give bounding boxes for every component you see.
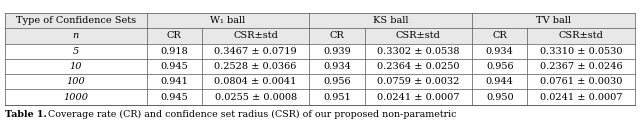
Text: 0.945: 0.945 xyxy=(161,62,188,71)
Text: 0.2367 ± 0.0246: 0.2367 ± 0.0246 xyxy=(540,62,623,71)
Bar xyxy=(5,28,635,44)
Text: Coverage rate (CR) and confidence set radius (CSR) of our proposed non-parametri: Coverage rate (CR) and confidence set ra… xyxy=(42,110,456,119)
Text: Table 1.: Table 1. xyxy=(5,110,47,119)
Text: CR: CR xyxy=(492,31,507,40)
Text: 10: 10 xyxy=(70,62,82,71)
Text: 0.0241 ± 0.0007: 0.0241 ± 0.0007 xyxy=(377,93,460,102)
Text: CSR±std: CSR±std xyxy=(233,31,278,40)
Text: 0.0241 ± 0.0007: 0.0241 ± 0.0007 xyxy=(540,93,622,102)
Text: 0.0759 ± 0.0032: 0.0759 ± 0.0032 xyxy=(377,77,460,86)
Text: 0.918: 0.918 xyxy=(161,47,188,56)
Text: 0.951: 0.951 xyxy=(323,93,351,102)
Text: CSR±std: CSR±std xyxy=(559,31,604,40)
Text: 0.3302 ± 0.0538: 0.3302 ± 0.0538 xyxy=(377,47,460,56)
Text: W₁ ball: W₁ ball xyxy=(211,16,246,25)
Text: 0.944: 0.944 xyxy=(486,77,514,86)
Text: 0.3467 ± 0.0719: 0.3467 ± 0.0719 xyxy=(214,47,297,56)
Text: KS ball: KS ball xyxy=(373,16,408,25)
Text: 5: 5 xyxy=(73,47,79,56)
Text: 0.950: 0.950 xyxy=(486,93,513,102)
Text: 1000: 1000 xyxy=(63,93,88,102)
Text: 0.2528 ± 0.0366: 0.2528 ± 0.0366 xyxy=(214,62,297,71)
Text: 100: 100 xyxy=(67,77,85,86)
Text: TV ball: TV ball xyxy=(536,16,571,25)
Text: 0.956: 0.956 xyxy=(323,77,351,86)
Text: 0.0761 ± 0.0030: 0.0761 ± 0.0030 xyxy=(540,77,622,86)
Text: 0.2364 ± 0.0250: 0.2364 ± 0.0250 xyxy=(377,62,460,71)
Text: 0.941: 0.941 xyxy=(160,77,188,86)
Text: 0.956: 0.956 xyxy=(486,62,513,71)
Text: n: n xyxy=(73,31,79,40)
Text: Type of Confidence Sets: Type of Confidence Sets xyxy=(16,16,136,25)
Text: 0.939: 0.939 xyxy=(323,47,351,56)
Text: 0.0255 ± 0.0008: 0.0255 ± 0.0008 xyxy=(214,93,297,102)
Text: 0.945: 0.945 xyxy=(161,93,188,102)
Text: 0.934: 0.934 xyxy=(323,62,351,71)
Bar xyxy=(5,13,635,28)
Text: CSR±std: CSR±std xyxy=(396,31,441,40)
Text: CR: CR xyxy=(330,31,344,40)
Text: CR: CR xyxy=(167,31,182,40)
Text: 0.3310 ± 0.0530: 0.3310 ± 0.0530 xyxy=(540,47,622,56)
Text: 0.0804 ± 0.0041: 0.0804 ± 0.0041 xyxy=(214,77,297,86)
Text: 0.934: 0.934 xyxy=(486,47,514,56)
